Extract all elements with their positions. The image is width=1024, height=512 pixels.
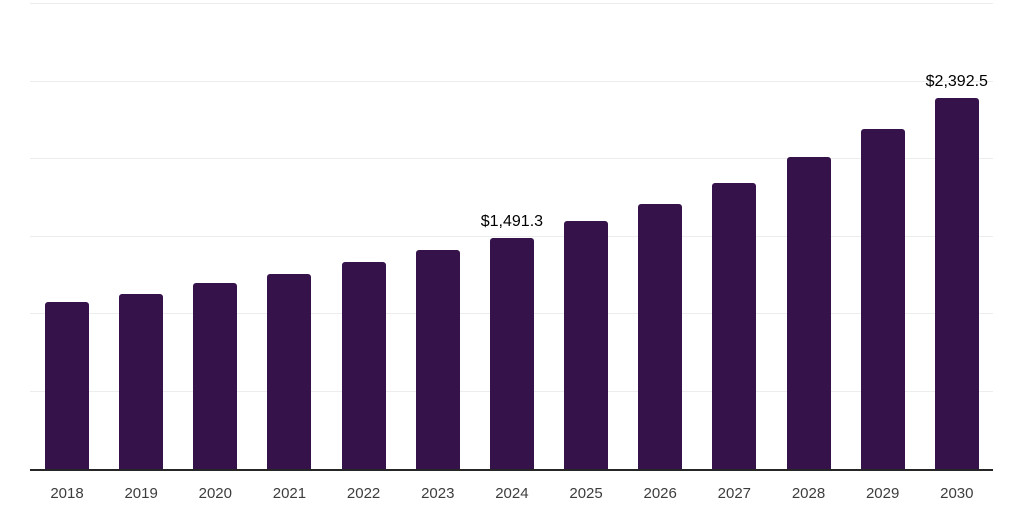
x-tick-2030: 2030 xyxy=(940,485,974,502)
data-label-2030: $2,392.5 xyxy=(925,73,988,91)
x-tick-2026: 2026 xyxy=(643,485,677,502)
bar-2022 xyxy=(341,262,386,469)
gridline-1500 xyxy=(30,235,993,237)
bar-2019 xyxy=(119,293,164,469)
data-label-2024: $1,491.3 xyxy=(480,212,544,230)
x-tick-2027: 2027 xyxy=(717,485,752,502)
gridline-3000 xyxy=(30,3,993,4)
bar-2018 xyxy=(45,301,89,469)
bar-2023 xyxy=(415,250,460,469)
bar-2025 xyxy=(564,221,609,469)
x-tick-2029: 2029 xyxy=(865,485,900,502)
gridline-2000 xyxy=(30,158,993,159)
x-tick-2023: 2023 xyxy=(421,485,455,502)
bar-2029 xyxy=(860,129,905,469)
bar-2024 xyxy=(489,237,534,469)
bar-2030 xyxy=(934,98,979,469)
bar-2020 xyxy=(193,283,238,469)
x-tick-2020: 2020 xyxy=(198,485,232,502)
x-tick-2024: 2024 xyxy=(495,485,529,502)
bar-2021 xyxy=(267,273,312,469)
gridline-2500 xyxy=(30,80,993,82)
x-tick-2025: 2025 xyxy=(569,485,603,502)
x-tick-2022: 2022 xyxy=(346,485,381,502)
bar-2028 xyxy=(786,157,831,469)
x-tick-2028: 2028 xyxy=(791,485,826,502)
x-tick-2021: 2021 xyxy=(272,485,307,502)
x-tick-2018: 2018 xyxy=(50,485,84,502)
x-tick-2019: 2019 xyxy=(124,485,158,502)
bar-2027 xyxy=(712,183,757,469)
bar-2026 xyxy=(638,203,683,469)
plot-area: $1,491.3 $2,392.5 xyxy=(30,3,993,471)
